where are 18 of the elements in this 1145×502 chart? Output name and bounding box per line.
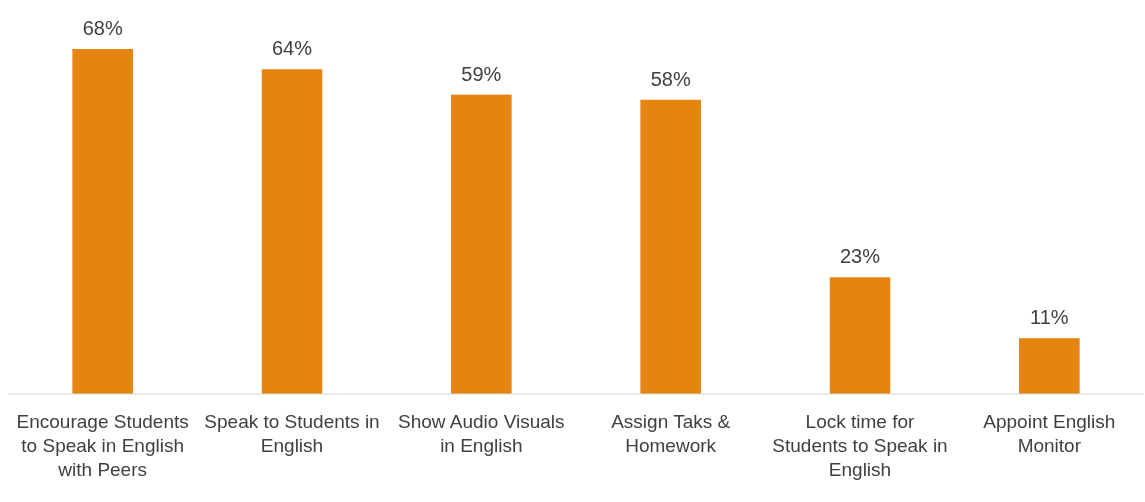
bar xyxy=(1019,338,1080,394)
data-label: 59% xyxy=(461,62,502,85)
x-tick-label: Lock time for Students to Speak in English xyxy=(772,411,948,480)
data-label: 23% xyxy=(839,245,881,268)
x-tick-label: Speak to Students in English xyxy=(204,411,380,456)
bar xyxy=(640,99,701,394)
data-label: 64% xyxy=(271,37,313,60)
data-label: 58% xyxy=(650,67,691,90)
x-tick-label: Encourage Students to Speak in English with Peers xyxy=(16,411,189,480)
bar xyxy=(72,49,133,394)
bar xyxy=(451,94,512,394)
x-tick-label: Appoint English Monitor xyxy=(983,411,1116,456)
bar xyxy=(829,277,891,394)
data-label: 68% xyxy=(82,17,123,39)
bar xyxy=(261,69,323,394)
data-label: 11% xyxy=(1030,306,1069,329)
x-tick-label: Assign Taks & Homework xyxy=(611,411,731,456)
x-tick-label: Show Audio Visuals in English xyxy=(398,411,565,456)
